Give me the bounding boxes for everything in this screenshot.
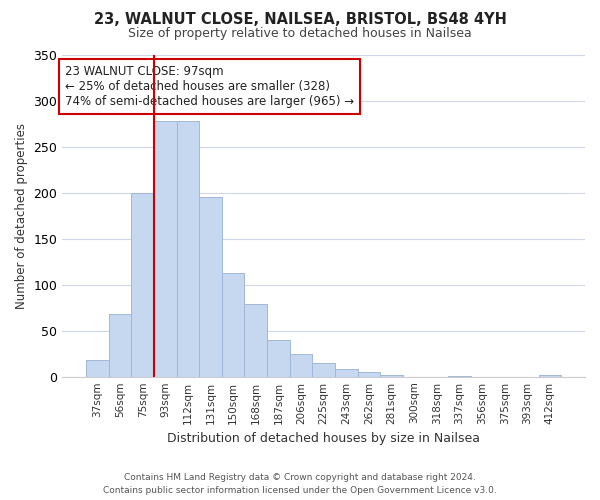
Bar — [86, 360, 109, 376]
Text: 23, WALNUT CLOSE, NAILSEA, BRISTOL, BS48 4YH: 23, WALNUT CLOSE, NAILSEA, BRISTOL, BS48… — [94, 12, 506, 28]
Bar — [222, 273, 244, 376]
Bar — [358, 372, 380, 376]
Text: Contains HM Land Registry data © Crown copyright and database right 2024.
Contai: Contains HM Land Registry data © Crown c… — [103, 473, 497, 495]
Bar — [109, 314, 131, 376]
Text: 23 WALNUT CLOSE: 97sqm
← 25% of detached houses are smaller (328)
74% of semi-de: 23 WALNUT CLOSE: 97sqm ← 25% of detached… — [65, 64, 354, 108]
Bar — [244, 304, 267, 376]
Bar — [290, 354, 313, 376]
Bar — [176, 121, 199, 376]
Y-axis label: Number of detached properties: Number of detached properties — [15, 123, 28, 309]
Bar — [380, 375, 403, 376]
Bar — [267, 340, 290, 376]
Bar — [131, 193, 154, 376]
Text: Size of property relative to detached houses in Nailsea: Size of property relative to detached ho… — [128, 28, 472, 40]
Bar — [154, 121, 176, 376]
Bar — [539, 375, 561, 376]
X-axis label: Distribution of detached houses by size in Nailsea: Distribution of detached houses by size … — [167, 432, 480, 445]
Bar — [335, 370, 358, 376]
Bar — [199, 198, 222, 376]
Bar — [313, 363, 335, 376]
